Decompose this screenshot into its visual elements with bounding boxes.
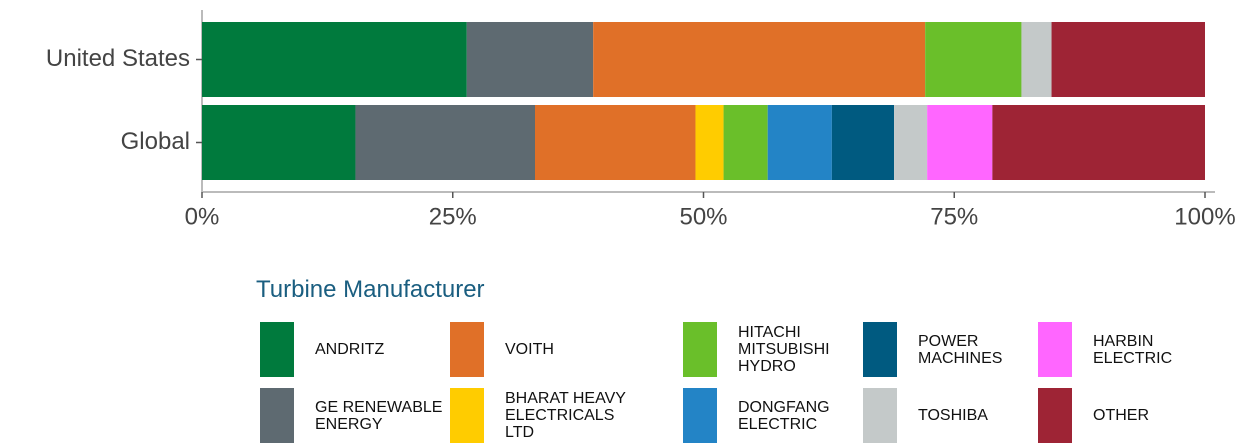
legend-title: Turbine Manufacturer (256, 276, 485, 303)
x-tick-label: 75% (930, 203, 978, 230)
bar-segment (202, 22, 467, 97)
legend-swatch (1038, 388, 1072, 443)
bar-segment (534, 105, 696, 180)
x-tick-label: 50% (679, 203, 727, 230)
bar-segment (831, 105, 895, 180)
legend-label: POWER MACHINES (918, 332, 1003, 367)
legend-swatch (1038, 322, 1072, 377)
bar-segment (927, 105, 993, 180)
x-tick-label: 0% (185, 203, 220, 230)
bar-segment (695, 105, 724, 180)
bar-segment (1051, 22, 1205, 97)
chart: 0% 25% 50% 75% 100% United States Global (46, 10, 1236, 230)
legend-label: HITACHI MITSUBISHI HYDRO (738, 324, 830, 375)
legend-swatch (683, 322, 717, 377)
legend-label: OTHER (1093, 407, 1149, 424)
bar-segment (202, 105, 356, 180)
legend-label: VOITH (505, 341, 554, 358)
legend-label: DONGFANG ELECTRIC (738, 398, 830, 433)
x-tick-label: 25% (429, 203, 477, 230)
bar-segment (992, 105, 1205, 180)
legend-label: GE RENEWABLE ENERGY (315, 398, 443, 433)
legend-label: HARBIN ELECTRIC (1093, 332, 1173, 367)
legend-swatch (260, 388, 294, 443)
legend-label: TOSHIBA (918, 407, 988, 424)
bar-segment (355, 105, 535, 180)
legend-swatch (260, 322, 294, 377)
bar-segment (925, 22, 1022, 97)
legend-swatch (683, 388, 717, 443)
bar-segment (466, 22, 594, 97)
y-tick-label: Global (121, 128, 190, 155)
bar-segment (723, 105, 768, 180)
legend-label: ANDRITZ (315, 341, 385, 358)
bar-segment (894, 105, 928, 180)
x-tick-label: 100% (1174, 203, 1235, 230)
legend-swatch (450, 322, 484, 377)
legend-swatch (863, 322, 897, 377)
bar-segment (767, 105, 832, 180)
legend-label: BHARAT HEAVY ELECTRICALS LTD (505, 390, 626, 441)
y-tick-label: United States (46, 45, 190, 72)
bar-segment (1021, 22, 1052, 97)
bar-segment (593, 22, 926, 97)
legend-swatch (863, 388, 897, 443)
legend-swatch (450, 388, 484, 443)
